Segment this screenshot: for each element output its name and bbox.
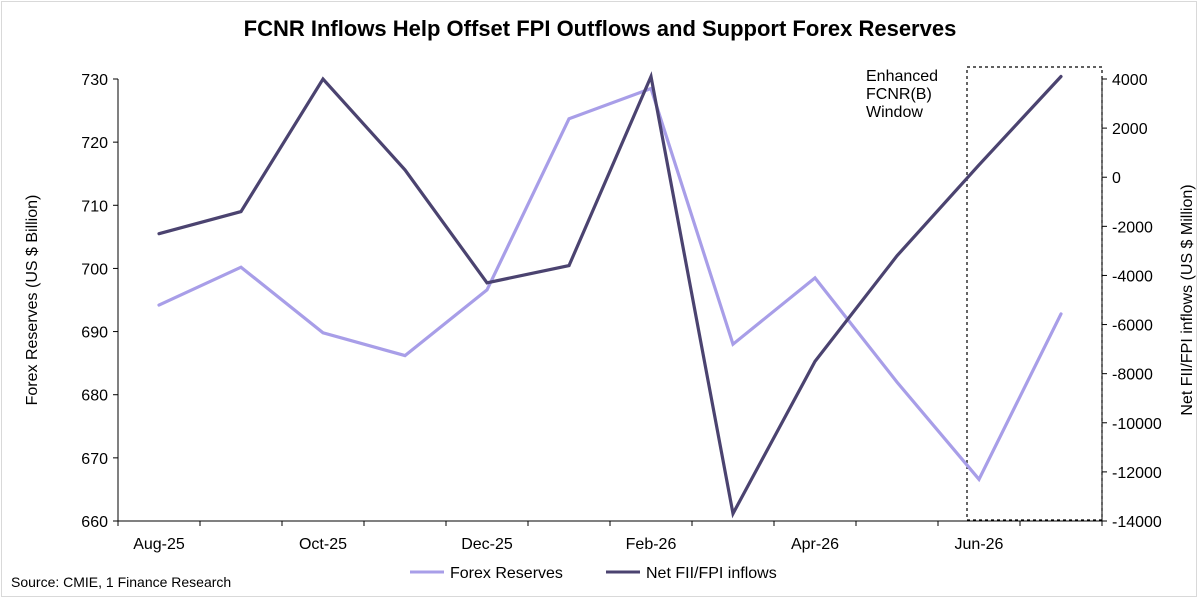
- data-point: [567, 264, 571, 268]
- annotation-line-3: Window: [866, 104, 923, 121]
- left-axis-title: Forex Reserves (US $ Billion): [24, 195, 41, 406]
- left-tick-label: 690: [81, 325, 108, 342]
- right-tick-label: -10000: [1112, 416, 1162, 433]
- left-tick-label: 660: [81, 514, 108, 531]
- data-point: [977, 477, 981, 481]
- chart-title: FCNR Inflows Help Offset FPI Outflows an…: [244, 16, 957, 41]
- right-tick-label: 2000: [1112, 121, 1148, 138]
- x-tick-label: Apr-26: [791, 536, 839, 553]
- fcnr-window-label: Enhanced FCNR(B) Window: [866, 68, 943, 121]
- left-tick-label: 730: [81, 72, 108, 89]
- x-tick-label: Oct-25: [299, 536, 347, 553]
- data-point: [895, 380, 899, 384]
- fcnr-window-box: [966, 66, 1103, 521]
- data-point: [977, 163, 981, 167]
- data-point: [813, 359, 817, 363]
- data-point: [731, 342, 735, 346]
- right-tick-label: -6000: [1112, 318, 1153, 335]
- data-point: [321, 77, 325, 81]
- plot-area: [117, 79, 1103, 522]
- right-tick-label: -12000: [1112, 465, 1162, 482]
- x-tick-label: Aug-25: [133, 536, 185, 553]
- series-line-forex-reserves: [157, 86, 1063, 483]
- x-tick-label: Jun-26: [955, 536, 1004, 553]
- legend-label-forex: Forex Reserves: [450, 565, 563, 582]
- data-point: [403, 168, 407, 172]
- data-point: [567, 117, 571, 121]
- right-tick-label: -14000: [1112, 514, 1162, 531]
- data-point: [1059, 312, 1063, 316]
- annotation-line-1: Enhanced: [866, 68, 938, 85]
- data-point: [813, 276, 817, 280]
- data-point: [485, 281, 489, 285]
- left-axis-ticks: 660 670 680 690 700 710 720 730: [81, 72, 118, 531]
- left-tick-label: 700: [81, 261, 108, 278]
- right-tick-label: -2000: [1112, 219, 1153, 236]
- data-point: [485, 288, 489, 292]
- x-axis-ticks: Aug-25 Oct-25 Dec-25 Feb-26 Apr-26 Jun-26: [117, 521, 1103, 553]
- left-tick-label: 720: [81, 135, 108, 152]
- right-tick-label: 0: [1112, 170, 1121, 187]
- data-point: [157, 303, 161, 307]
- data-point: [239, 210, 243, 214]
- data-point: [649, 75, 653, 79]
- right-tick-label: -4000: [1112, 268, 1153, 285]
- left-tick-label: 680: [81, 388, 108, 405]
- data-point: [1059, 75, 1063, 79]
- legend: Forex Reserves Net FII/FPI inflows: [410, 565, 777, 582]
- x-tick-label: Dec-25: [461, 536, 513, 553]
- x-tick-label: Feb-26: [626, 536, 677, 553]
- data-point: [239, 265, 243, 269]
- data-point: [321, 331, 325, 335]
- data-point: [157, 232, 161, 236]
- right-tick-label: 4000: [1112, 72, 1148, 89]
- legend-label-fpi: Net FII/FPI inflows: [646, 565, 777, 582]
- source-note: Source: CMIE, 1 Finance Research: [11, 574, 231, 590]
- left-tick-label: 710: [81, 198, 108, 215]
- right-axis-ticks: -14000 -12000 -10000 -8000 -6000 -4000 -2000 0 2…: [1102, 72, 1162, 531]
- series-line-net-fpi-inflows: [157, 71, 1063, 519]
- series-layer: [157, 71, 1063, 519]
- data-point: [895, 254, 899, 258]
- right-tick-label: -8000: [1112, 367, 1153, 384]
- data-point: [403, 354, 407, 358]
- left-tick-label: 670: [81, 451, 108, 468]
- data-point: [731, 512, 735, 516]
- annotation-line-2: FCNR(B): [866, 86, 932, 103]
- right-axis-title: Net FII/FPI inflows (US $ Million): [1179, 184, 1196, 415]
